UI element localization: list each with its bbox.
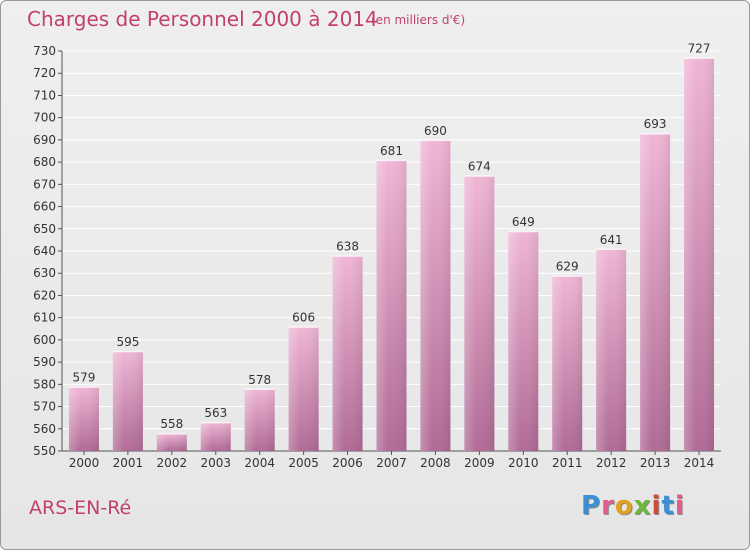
logo-letter: o <box>614 491 634 521</box>
data-label: 641 <box>600 233 623 247</box>
logo-letter: i <box>651 491 662 521</box>
y-tick-label: 560 <box>33 422 56 436</box>
bar-shade <box>640 133 671 451</box>
y-tick-label: 660 <box>33 200 56 214</box>
y-tick-labels: 550 560 570 580 590 600 610 620 630 640 650 660 670 6… <box>33 44 56 458</box>
logo-letter: x <box>633 491 652 521</box>
data-label: 579 <box>73 371 96 385</box>
commune-name: ARS-EN-Ré <box>29 497 132 519</box>
y-tick-label: 620 <box>33 288 56 302</box>
data-label: 693 <box>644 117 667 131</box>
y-tick-label: 590 <box>33 355 56 369</box>
bar-shade <box>684 57 715 452</box>
y-tick-label: 650 <box>33 222 56 236</box>
x-tick-label: 2013 <box>640 456 671 470</box>
y-tick-label: 570 <box>33 400 56 414</box>
logo-letter: t <box>661 491 675 521</box>
y-tick-label: 580 <box>33 377 56 391</box>
data-label: 638 <box>336 239 359 253</box>
x-tick-label: 2009 <box>464 456 495 470</box>
bar-shade <box>68 386 99 451</box>
data-label: 595 <box>116 335 139 349</box>
x-tick-label: 2002 <box>157 456 188 470</box>
bar-shade <box>244 388 275 451</box>
x-tick-label: 2005 <box>288 456 319 470</box>
y-tick-label: 670 <box>33 177 56 191</box>
y-tick-label: 690 <box>33 133 56 147</box>
bar-shade <box>156 433 187 451</box>
logo-letter: P <box>581 491 602 521</box>
y-tick-label: 600 <box>33 333 56 347</box>
bar-shade <box>200 422 231 451</box>
x-tick-label: 2008 <box>420 456 451 470</box>
x-tick-label: 2014 <box>684 456 715 470</box>
chart-title: Charges de Personnel 2000 à 2014 <box>27 7 378 31</box>
x-tick-label: 2010 <box>508 456 539 470</box>
x-tick-label: 2007 <box>376 456 407 470</box>
x-tick-label: 2012 <box>596 456 627 470</box>
x-tick-label: 2001 <box>113 456 144 470</box>
data-label: 558 <box>160 417 183 431</box>
bar-shade <box>552 275 583 451</box>
x-tick-label: 2003 <box>200 456 231 470</box>
bar-shade <box>112 351 143 451</box>
y-tick-label: 700 <box>33 111 56 125</box>
y-tick-label: 630 <box>33 266 56 280</box>
logo-letter: r <box>601 491 615 521</box>
data-label: 674 <box>468 159 491 173</box>
data-label: 681 <box>380 144 403 158</box>
data-label: 629 <box>556 259 579 273</box>
bar-shade <box>332 255 363 451</box>
y-tick-label: 550 <box>33 444 56 458</box>
bar-shade <box>288 326 319 451</box>
x-tick-label: 2004 <box>244 456 275 470</box>
y-tick-label: 710 <box>33 88 56 102</box>
bar-shade <box>376 159 407 451</box>
x-tick-label: 2000 <box>69 456 100 470</box>
data-label: 563 <box>204 406 227 420</box>
y-tick-label: 720 <box>33 66 56 80</box>
data-label: 649 <box>512 215 535 229</box>
y-tick-label: 640 <box>33 244 56 258</box>
y-tick-label: 730 <box>33 44 56 58</box>
bar-shade <box>508 231 539 451</box>
bar-shade <box>596 248 627 451</box>
logo-letter: i <box>674 491 685 521</box>
x-tick-labels: 2000 2001 2002 2003 2004 2005 2006 2007 2008 2009… <box>69 456 715 470</box>
bar-shade <box>420 139 451 451</box>
x-tick-label: 2011 <box>552 456 583 470</box>
bar-shade <box>464 175 495 451</box>
data-label: 690 <box>424 124 447 138</box>
y-tick-label: 610 <box>33 311 56 325</box>
data-label: 578 <box>248 373 271 387</box>
proxiti-logo: Proxiti <box>581 491 685 521</box>
x-tick-label: 2006 <box>332 456 363 470</box>
data-label: 606 <box>292 311 315 325</box>
data-label: 727 <box>688 42 711 56</box>
bars <box>68 57 715 452</box>
y-tick-label: 680 <box>33 155 56 169</box>
value-labels: 579 595 558 563 578 606 638 681 690 674 649 629 641 6… <box>73 42 711 432</box>
chart-subtitle: (en milliers d'€) <box>371 13 466 27</box>
